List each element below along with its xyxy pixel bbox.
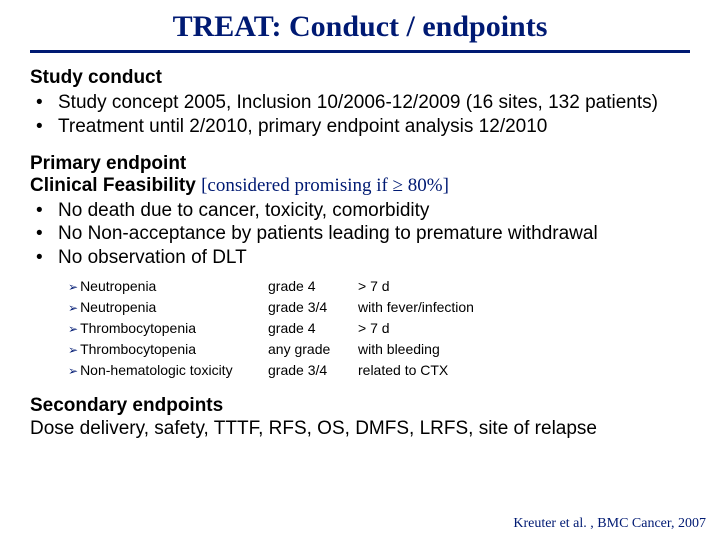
slide-title: TREAT: Conduct / endpoints [30, 10, 690, 44]
study-conduct-list: Study concept 2005, Inclusion 10/2006-12… [30, 91, 690, 139]
study-conduct-section: Study conduct Study concept 2005, Inclus… [30, 67, 690, 139]
bullet-arrow-icon: ➢ [68, 364, 78, 378]
dlt-condition-text: Thrombocytopenia [80, 341, 196, 357]
dlt-grade: grade 4 [268, 318, 358, 339]
dlt-grade: grade 4 [268, 276, 358, 297]
dlt-criterion: with bleeding [358, 339, 690, 360]
table-row: ➢Neutropenia grade 3/4 with fever/infect… [68, 297, 690, 318]
dlt-condition-text: Thrombocytopenia [80, 320, 196, 336]
slide: TREAT: Conduct / endpoints Study conduct… [0, 0, 720, 540]
clinical-feasibility-line: Clinical Feasibility [considered promisi… [30, 175, 690, 197]
table-row: ➢Non-hematologic toxicity grade 3/4 rela… [68, 360, 690, 381]
dlt-condition: ➢Thrombocytopenia [68, 318, 268, 339]
primary-endpoint-section: Primary endpoint Clinical Feasibility [c… [30, 153, 690, 381]
bullet-arrow-icon: ➢ [68, 322, 78, 336]
list-item: Treatment until 2/2010, primary endpoint… [30, 115, 690, 139]
primary-endpoint-list: No death due to cancer, toxicity, comorb… [30, 199, 690, 270]
dlt-grade: grade 3/4 [268, 360, 358, 381]
secondary-endpoints-body: Dose delivery, safety, TTTF, RFS, OS, DM… [30, 417, 690, 441]
table-row: ➢Thrombocytopenia any grade with bleedin… [68, 339, 690, 360]
dlt-condition: ➢Non-hematologic toxicity [68, 360, 268, 381]
clinical-feasibility-label: Clinical Feasibility [30, 175, 201, 196]
list-item: No Non-acceptance by patients leading to… [30, 222, 690, 246]
dlt-criterion: > 7 d [358, 318, 690, 339]
bullet-arrow-icon: ➢ [68, 301, 78, 315]
dlt-condition: ➢Thrombocytopenia [68, 339, 268, 360]
dlt-condition: ➢Neutropenia [68, 276, 268, 297]
dlt-criterion: > 7 d [358, 276, 690, 297]
dlt-grade: grade 3/4 [268, 297, 358, 318]
dlt-condition: ➢Neutropenia [68, 297, 268, 318]
bullet-arrow-icon: ➢ [68, 343, 78, 357]
dlt-condition-text: Neutropenia [80, 299, 156, 315]
list-item: Study concept 2005, Inclusion 10/2006-12… [30, 91, 690, 115]
table-row: ➢Thrombocytopenia grade 4 > 7 d [68, 318, 690, 339]
secondary-endpoints-heading: Secondary endpoints [30, 395, 690, 417]
primary-endpoint-heading: Primary endpoint [30, 153, 690, 175]
list-item: No death due to cancer, toxicity, comorb… [30, 199, 690, 223]
dlt-criterion: related to CTX [358, 360, 690, 381]
dlt-criterion: with fever/infection [358, 297, 690, 318]
dlt-condition-text: Non-hematologic toxicity [80, 362, 233, 378]
dlt-grade: any grade [268, 339, 358, 360]
secondary-endpoints-section: Secondary endpoints Dose delivery, safet… [30, 395, 690, 441]
dlt-condition-text: Neutropenia [80, 278, 156, 294]
study-conduct-heading: Study conduct [30, 67, 690, 89]
clinical-feasibility-note: [considered promising if ≥ 80%] [201, 175, 449, 196]
dlt-table: ➢Neutropenia grade 4 > 7 d ➢Neutropenia … [68, 276, 690, 381]
list-item: No observation of DLT [30, 246, 690, 270]
table-row: ➢Neutropenia grade 4 > 7 d [68, 276, 690, 297]
bullet-arrow-icon: ➢ [68, 280, 78, 294]
title-band: TREAT: Conduct / endpoints [30, 0, 690, 53]
citation: Kreuter et al. , BMC Cancer, 2007 [513, 516, 706, 532]
